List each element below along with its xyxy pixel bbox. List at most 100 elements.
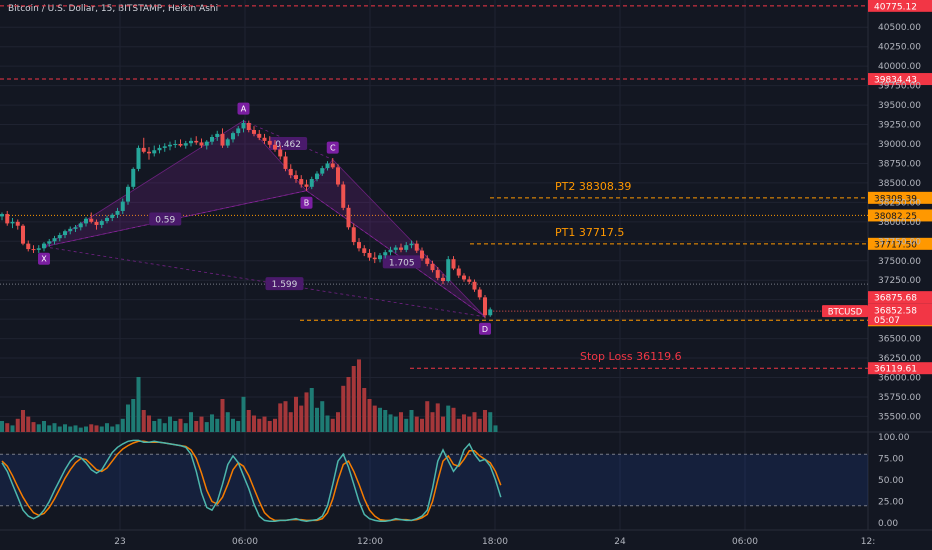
volume-bar <box>325 415 330 432</box>
candle-body <box>262 137 267 141</box>
candle-body <box>84 218 88 224</box>
candle-body <box>162 146 167 148</box>
volume-bar <box>94 425 99 432</box>
candle-body <box>36 248 41 250</box>
target-label: Stop Loss 36119.6 <box>580 350 682 363</box>
price-label-box <box>868 362 932 375</box>
price-label: 39834.43 <box>874 76 917 86</box>
candle-body <box>57 235 62 239</box>
volume-bar <box>105 423 109 432</box>
candle-body <box>320 168 325 174</box>
candle-body <box>367 252 372 258</box>
candle-body <box>99 221 104 225</box>
candle-body <box>393 247 398 250</box>
candle-body <box>330 163 335 168</box>
volume-bar <box>483 410 487 432</box>
pattern-ratio-label: 1.599 <box>272 280 298 290</box>
current-price-label: 36852.58 <box>874 307 917 317</box>
volume-bar <box>472 412 477 432</box>
candle-body <box>399 247 403 250</box>
volume-bar <box>126 404 130 432</box>
symbol-tag: BTCUSD <box>828 308 863 318</box>
candle-body <box>378 255 382 260</box>
candle-body <box>225 139 230 146</box>
volume-bar <box>488 412 493 432</box>
pattern-point-box <box>38 252 50 265</box>
candle-body <box>336 167 340 185</box>
candle-body <box>105 217 109 222</box>
candle-body <box>173 144 178 145</box>
volume-bar <box>262 416 267 432</box>
volume-bar <box>257 418 262 432</box>
volume-bar <box>351 366 356 432</box>
candle-body <box>288 168 293 176</box>
candle-body <box>409 243 414 246</box>
volume-bar <box>78 427 83 432</box>
volume-bar <box>309 388 314 432</box>
price-tick-label: 40000.00 <box>878 62 921 72</box>
volume-bar <box>189 412 193 432</box>
pattern-point-box <box>479 322 491 335</box>
volume-bar <box>15 418 20 432</box>
price-tick-label: 35500.00 <box>878 412 921 422</box>
candle-body <box>63 231 67 236</box>
candle-body <box>215 133 220 137</box>
candle-body <box>131 168 136 187</box>
stoch-tick-label: 25.00 <box>878 498 904 508</box>
volume-bar <box>68 426 73 432</box>
price-tick-label: 40500.00 <box>878 23 921 33</box>
price-tick-label: 36000.00 <box>878 374 921 384</box>
candle-body <box>294 175 298 180</box>
price-label: 36119.61 <box>874 365 917 375</box>
volume-bar <box>204 422 209 432</box>
volume-bar <box>21 410 25 432</box>
volume-bar <box>57 426 62 432</box>
volume-bar <box>462 414 466 432</box>
candle-series <box>0 119 493 319</box>
candle-body <box>383 252 388 256</box>
price-tick-label: 38500.00 <box>878 179 921 189</box>
candle-body <box>278 149 283 157</box>
volume-bar <box>372 405 377 432</box>
candle-body <box>467 279 472 282</box>
volume-bar <box>152 421 157 432</box>
candle-body <box>68 228 73 232</box>
candle-body <box>42 243 46 249</box>
volume-bar <box>110 426 115 432</box>
time-tick-label: 23 <box>114 537 125 547</box>
candle-body <box>435 270 440 278</box>
volume-bar <box>378 407 382 432</box>
volume-bar <box>47 425 52 432</box>
stoch-k-line <box>1 439 502 523</box>
candle-body <box>194 140 199 143</box>
candle-body <box>10 221 15 224</box>
volume-bar <box>168 416 172 432</box>
volume-bar <box>273 418 277 432</box>
candle-body <box>141 147 146 152</box>
price-axis: 40500.00 40250.00 40000.00 39750.00 39500.00… <box>878 23 921 422</box>
volume-bar <box>430 412 435 432</box>
volume-bar <box>336 412 340 432</box>
candle-body <box>31 249 36 251</box>
time-tick-label: 24 <box>614 537 626 547</box>
volume-bar <box>131 399 136 432</box>
volume-bar <box>399 412 403 432</box>
price-tick-label: 37250.00 <box>878 276 921 286</box>
target-label: PT1 37717.5 <box>555 226 624 239</box>
candle-body <box>404 245 409 250</box>
volume-bar <box>36 424 41 432</box>
volume-bar <box>294 396 298 432</box>
volume-bar <box>409 410 414 432</box>
candle-body <box>126 186 130 202</box>
candle-body <box>231 133 235 140</box>
volume-bar <box>288 412 293 432</box>
candle-body <box>372 257 377 260</box>
candle-body <box>73 227 78 229</box>
candle-body <box>388 249 393 253</box>
candle-body <box>5 214 10 224</box>
candle-body <box>483 297 487 316</box>
volume-bar <box>26 416 31 432</box>
price-tick-label: 39000.00 <box>878 140 921 150</box>
price-label-box <box>868 0 932 12</box>
